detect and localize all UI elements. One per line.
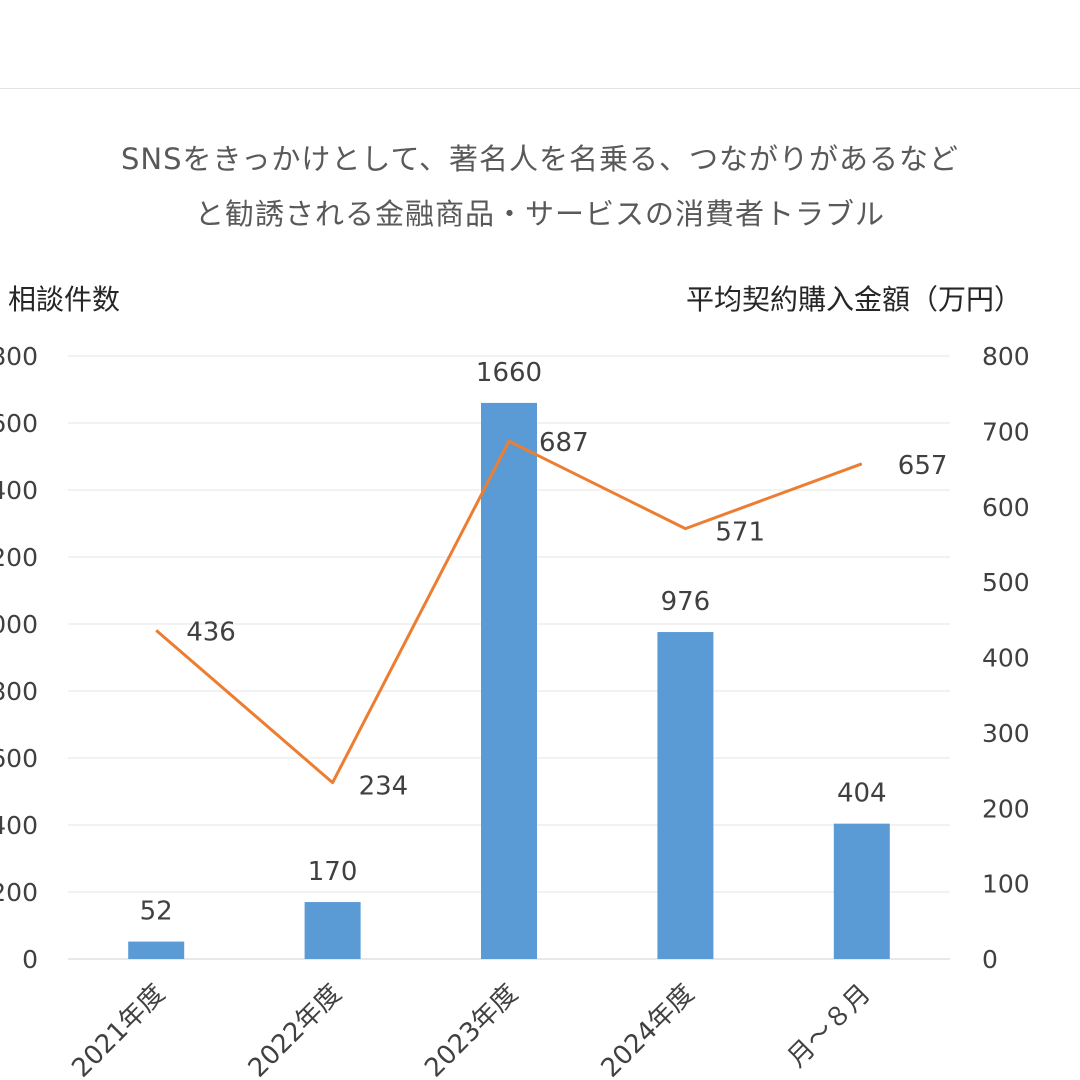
right-axis-tick-label: 800 bbox=[982, 342, 1030, 371]
category-label: 2024年度 bbox=[596, 979, 701, 1080]
right-axis-tick-label: 700 bbox=[982, 417, 1030, 446]
left-axis-tick-label: 600 bbox=[0, 409, 38, 438]
bar bbox=[657, 632, 714, 959]
line-data-label: 657 bbox=[898, 451, 948, 481]
category-label: 月～８月 bbox=[782, 979, 877, 1074]
right-axis-tick-label: 300 bbox=[982, 719, 1030, 748]
bar bbox=[304, 902, 361, 959]
chart-title-line-1: SNSをきっかけとして、著名人を名乗る、つながりがあるなど bbox=[120, 142, 960, 176]
bar bbox=[128, 941, 185, 959]
chart-title: SNSをきっかけとして、著名人を名乗る、つながりがあるなど と勧誘される金融商品… bbox=[0, 132, 1080, 242]
left-axis-tick-label: 400 bbox=[0, 811, 38, 840]
left-axis-tick-label: 600 bbox=[0, 744, 38, 773]
bar bbox=[833, 823, 890, 959]
category-label: 2022年度 bbox=[243, 979, 348, 1080]
chart-title-line-2: と勧誘される金融商品・サービスの消費者トラブル bbox=[194, 197, 885, 231]
category-label: 2021年度 bbox=[66, 979, 171, 1080]
line-series bbox=[155, 439, 863, 785]
left-axis-title: 相談件数 bbox=[8, 283, 121, 316]
left-axis-tick-label: 200 bbox=[0, 878, 38, 907]
left-axis-tick-label: 800 bbox=[0, 677, 38, 706]
right-axis-ticks: 800 700 600 500 400 300 200 100 0 bbox=[982, 342, 1030, 974]
category-axis-labels: 2021年度 2022年度 2023年度 2024年度 月～８月 bbox=[66, 979, 876, 1080]
right-axis-tick-label: 400 bbox=[982, 644, 1030, 673]
bar-series bbox=[128, 402, 890, 959]
line-data-label: 436 bbox=[186, 617, 236, 647]
category-label: 2023年度 bbox=[419, 979, 524, 1080]
top-header-band bbox=[0, 0, 1080, 89]
left-axis-ticks: 800 600 400 200 000 800 600 400 200 0 bbox=[0, 342, 38, 974]
line-data-label: 571 bbox=[715, 518, 765, 548]
right-axis-tick-label: 500 bbox=[982, 568, 1030, 597]
left-axis-tick-label: 000 bbox=[0, 610, 38, 639]
left-axis-tick-label: 200 bbox=[0, 543, 38, 572]
left-axis-tick-label: 400 bbox=[0, 476, 38, 505]
bar-data-label: 52 bbox=[140, 897, 173, 927]
bar-data-label: 170 bbox=[308, 857, 358, 887]
bar-data-label: 1660 bbox=[476, 358, 542, 388]
left-axis-tick-label: 800 bbox=[0, 342, 38, 371]
right-axis-tick-label: 600 bbox=[982, 493, 1030, 522]
bar-data-label: 404 bbox=[837, 779, 887, 809]
right-axis-title: 平均契約購入金額（万円） bbox=[685, 283, 1022, 316]
data-labels: 52 170 1660 976 404 436 234 687 571 657 bbox=[140, 358, 948, 927]
line-data-label: 234 bbox=[359, 772, 409, 802]
right-axis-tick-label: 200 bbox=[982, 794, 1030, 823]
left-axis-tick-label: 0 bbox=[22, 945, 38, 974]
line-data-label: 687 bbox=[539, 428, 589, 458]
right-axis-tick-label: 0 bbox=[982, 945, 998, 974]
bar-data-label: 976 bbox=[661, 587, 711, 617]
right-axis-tick-label: 100 bbox=[982, 870, 1030, 899]
bar bbox=[481, 402, 537, 959]
